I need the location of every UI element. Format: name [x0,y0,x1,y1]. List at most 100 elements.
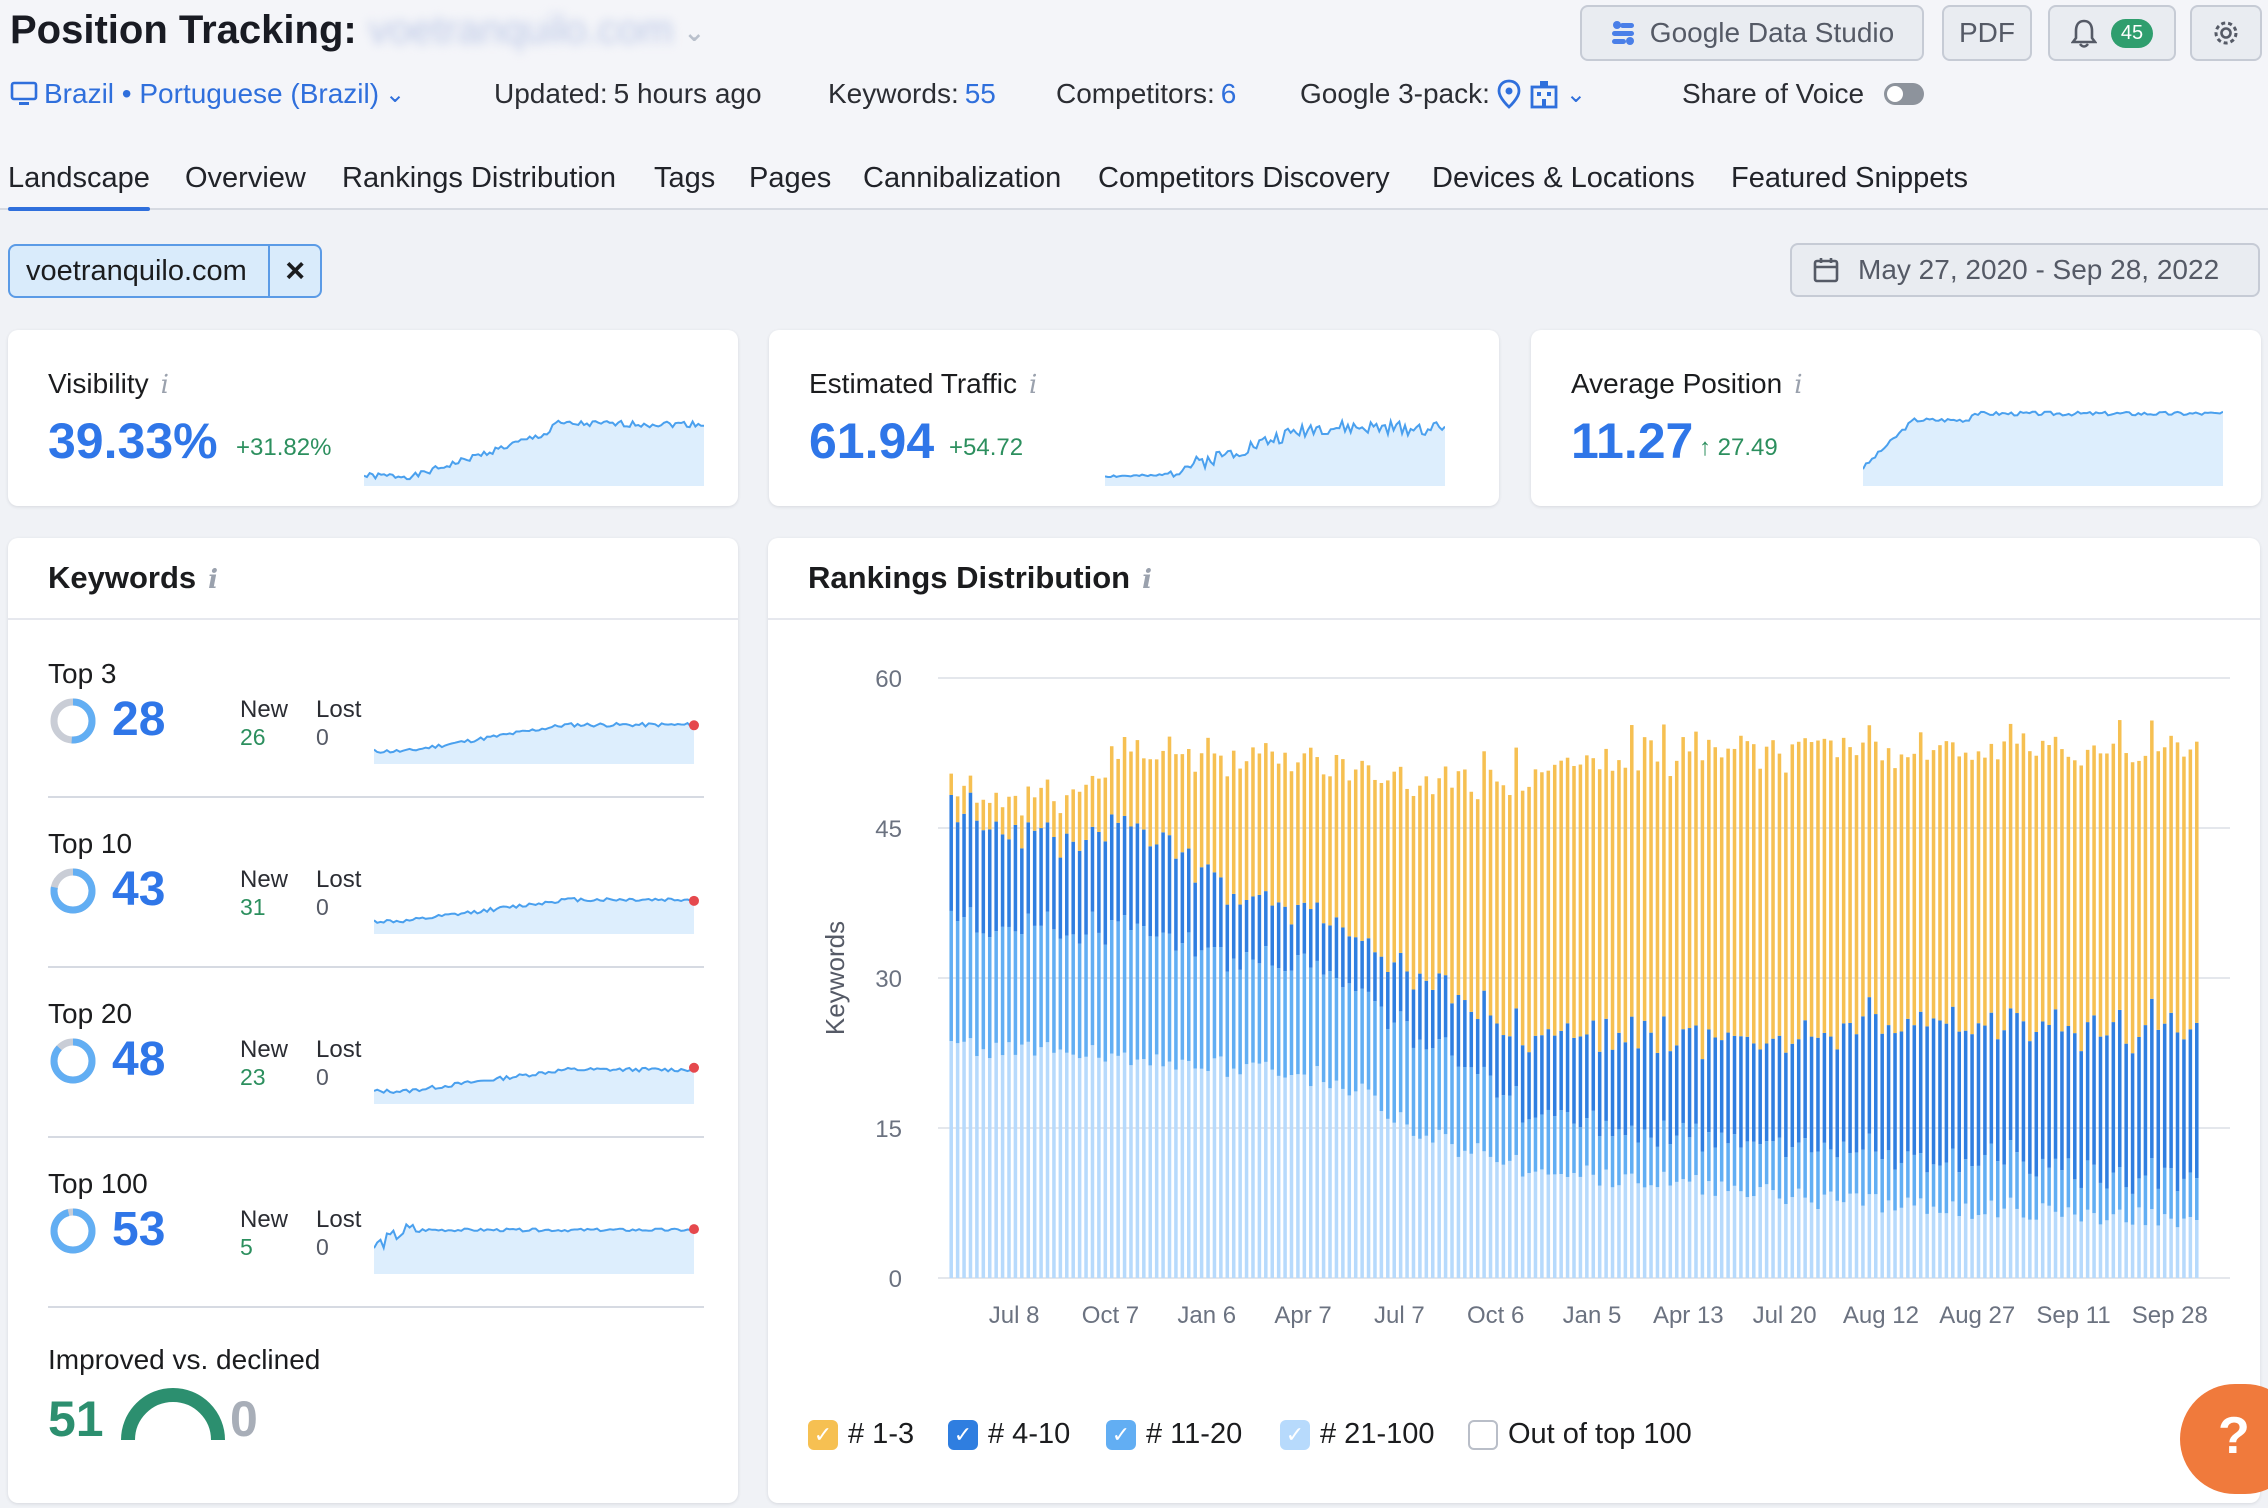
bar-segment [1405,1124,1409,1278]
bar-segment [1231,893,1236,959]
average-position-card[interactable]: Average Position i 11.27 ↑ 27.49 [1531,330,2261,506]
tab-pages[interactable]: Pages [749,162,832,194]
google-3-pack-selector[interactable]: Google 3-pack: ⌄ [1300,78,1586,110]
checkbox-checked-icon[interactable]: ✓ [948,1419,978,1450]
bar-segment [1103,1061,1108,1278]
legend-item-top10[interactable]: ✓ # 4-10 [948,1418,1070,1451]
bar-segment [2060,1170,2064,1217]
bar-segment [1662,1120,1666,1172]
bar-segment [1302,953,1307,1075]
rankings-bar-chart[interactable]: 0 15 30 45 60 Keywords Jul 8 Oct 7 Jan 6 Apr 7 Jul… [768,628,2260,1388]
location-selector[interactable]: Brazil • Portuguese (Brazil) ⌄ [10,78,405,110]
bar-segment [1848,1152,1852,1194]
checkbox-unchecked-icon[interactable] [1468,1419,1498,1450]
bar-segment [1925,1172,1929,1214]
bar-segment [1020,1044,1024,1278]
keyword-row[interactable]: Top 100 53 New Lost 5 0 [48,1168,699,1338]
notifications-button[interactable]: 45 [2048,5,2176,61]
tracked-domain[interactable]: voetranquilo.com [368,8,674,52]
checkbox-checked-icon[interactable]: ✓ [1280,1419,1310,1450]
pdf-button[interactable]: PDF [1942,5,2032,61]
bar-segment [1880,760,1884,1034]
bar-segment [2156,1188,2161,1226]
bar-segment [1585,755,1589,1035]
sparkline-line [374,721,695,754]
bar-segment [1379,1006,1384,1112]
tab-devices-locations[interactable]: Devices & Locations [1432,162,1695,194]
bar-segment [1809,742,1814,1037]
visibility-card[interactable]: Visibility i 39.33% +31.82% [8,330,738,506]
bar-segment [1983,757,1987,1026]
new-label: New [240,1206,289,1233]
bar-segment [1199,753,1204,868]
legend-item-top3[interactable]: ✓ # 1-3 [808,1418,914,1451]
bar-segment [1572,1123,1576,1173]
bar-segment [1129,751,1133,827]
help-button[interactable]: ? [2180,1384,2268,1494]
legend-item-top100[interactable]: ✓ # 21-100 [1280,1418,1435,1451]
keyword-row[interactable]: Top 20 48 New Lost 23 0 [48,998,699,1168]
bar-segment [2079,1051,2083,1188]
new-label: New [240,1036,289,1063]
close-icon[interactable]: × [285,251,306,290]
bar-segment [1289,924,1294,971]
progress-ring-icon [50,698,96,744]
toggle-switch[interactable] [1884,83,1925,105]
bar-segment [1212,1058,1217,1278]
bar-segment [1514,747,1518,1009]
bar-segment [2073,760,2077,1034]
bar-segment [1976,1023,1981,1166]
chevron-down-icon[interactable]: ⌄ [683,16,706,47]
bar-segment [2182,1178,2186,1219]
bar-segment [2060,1031,2064,1171]
bar-segment [1893,1169,1897,1211]
keywords-count[interactable]: Keywords: 55 [828,78,996,110]
checkbox-checked-icon[interactable]: ✓ [1106,1419,1136,1450]
bar-segment [1771,1190,1775,1278]
bar-segment [2162,1167,2167,1215]
bar-segment [1816,1037,1820,1152]
tab-rankings-distribution[interactable]: Rankings Distribution [342,162,617,194]
tab-cannibalization[interactable]: Cannibalization [863,162,1062,194]
tab-overview[interactable]: Overview [185,162,306,194]
x-tick-label: Jul 20 [1753,1302,1817,1329]
bar-segment [1976,751,1981,1024]
keyword-row[interactable]: Top 10 43 New Lost 31 0 [48,828,699,998]
bar-segment [962,813,966,918]
bar-segment [1809,1152,1814,1203]
bar-segment [1244,899,1249,953]
tab-featured-snippets[interactable]: Featured Snippets [1731,162,1968,194]
bar-segment [2188,1172,2193,1217]
bar-segment [1687,751,1692,1029]
bar-segment [1045,1042,1050,1278]
new-label: New [240,696,289,723]
bar-segment [1764,746,1769,1044]
bar-segment [1187,1060,1191,1278]
row-divider [48,966,704,968]
lost-label: Lost [316,866,362,893]
bar-segment [955,1043,960,1278]
bar-segment [1026,1041,1031,1278]
share-of-voice-toggle[interactable]: Share of Voice [1682,78,1925,110]
bar-segment [1835,1049,1840,1158]
tab-landscape[interactable]: Landscape [8,162,150,211]
tab-competitors-discovery[interactable]: Competitors Discovery [1098,162,1390,194]
x-tick-label: Apr 7 [1274,1302,1331,1329]
legend-item-out-of-top[interactable]: Out of top 100 [1468,1418,1692,1451]
date-range-picker[interactable]: May 27, 2020 - Sep 28, 2022 [1790,243,2260,297]
tab-tags[interactable]: Tags [654,162,716,194]
bar-segment [1090,911,1095,1046]
keyword-row[interactable]: Top 3 28 New Lost 26 0 [48,658,699,828]
legend-item-top20[interactable]: ✓ # 11-20 [1106,1418,1242,1451]
checkbox-checked-icon[interactable]: ✓ [808,1419,838,1450]
bar-segment [1032,797,1037,831]
bar-segment [1546,1109,1551,1175]
bar-segment [1065,833,1069,936]
competitors-count[interactable]: Competitors: 6 [1056,78,1236,110]
bar-segment [1713,747,1718,1038]
filter-domain[interactable]: voetranquilo.com [10,246,271,296]
settings-button[interactable] [2190,5,2262,61]
google-data-studio-button[interactable]: Google Data Studio [1580,5,1924,61]
bar-segment [1405,971,1409,1022]
estimated-traffic-card[interactable]: Estimated Traffic i 61.94 +54.72 [769,330,1499,506]
